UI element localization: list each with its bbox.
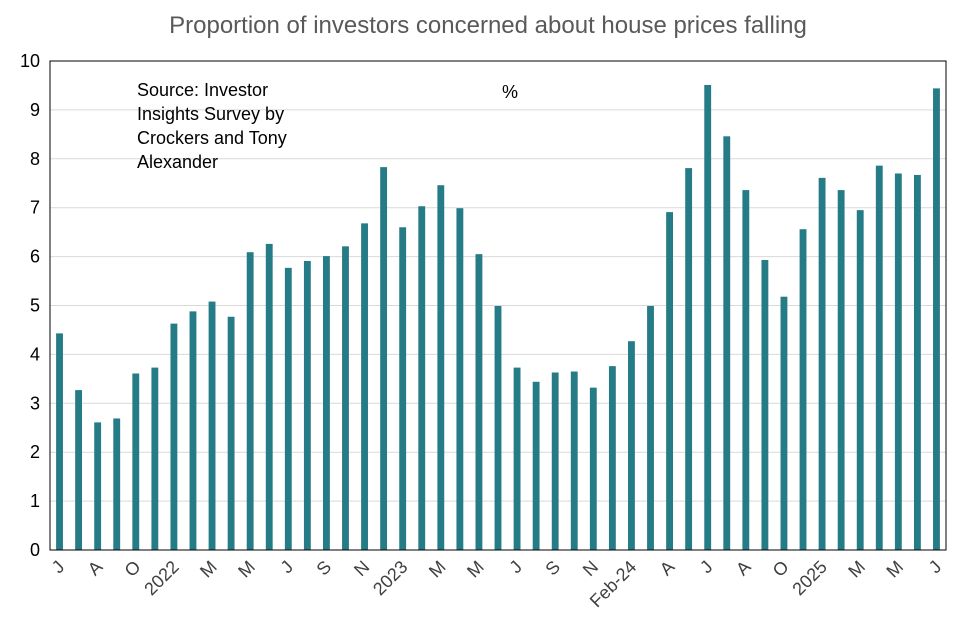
annotation-line: Insights Survey by [137, 104, 284, 124]
bar [322, 256, 330, 550]
bar [227, 316, 235, 550]
bar [170, 323, 178, 550]
x-tick-label: J [696, 557, 717, 578]
bar [475, 254, 483, 550]
x-tick-label: N [350, 557, 373, 580]
bar [704, 84, 712, 550]
x-tick-label: 2022 [140, 557, 182, 599]
bar [418, 206, 426, 550]
bar [913, 174, 921, 550]
y-tick-label: 7 [30, 198, 40, 218]
bar [799, 229, 807, 550]
x-tick-label: O [769, 557, 793, 581]
bar [399, 227, 407, 550]
bar [894, 173, 902, 550]
x-tick-label: A [84, 557, 107, 580]
x-tick-label: J [925, 557, 946, 578]
x-tick-label: M [882, 557, 907, 582]
x-tick-label: M [463, 557, 488, 582]
x-tick-label: J [48, 557, 69, 578]
annotation-line: Alexander [137, 152, 218, 172]
y-tick-label: 0 [30, 540, 40, 560]
bar [608, 366, 616, 550]
x-tick-label: M [425, 557, 450, 582]
bar [589, 387, 597, 550]
bar [303, 261, 311, 550]
y-tick-label: 8 [30, 149, 40, 169]
y-tick-label: 10 [20, 51, 40, 71]
y-tick-label: 2 [30, 442, 40, 462]
x-tick-label: M [844, 557, 869, 582]
annotation-line: Source: Investor [137, 80, 268, 100]
bar [532, 381, 540, 550]
bar [94, 422, 102, 550]
bar [742, 190, 750, 550]
bar [265, 243, 273, 551]
bar [494, 305, 502, 550]
y-tick-label: 3 [30, 393, 40, 413]
bar [380, 167, 388, 550]
y-tick-label: 6 [30, 247, 40, 267]
bar [780, 296, 788, 550]
x-tick-label: A [732, 557, 755, 580]
bar [933, 88, 940, 550]
bar [513, 367, 521, 550]
bar [647, 305, 654, 550]
bar [342, 246, 349, 550]
bar [570, 371, 578, 550]
bar [113, 418, 121, 550]
chart-title: Proportion of investors concerned about … [169, 12, 807, 39]
y-tick-label: 5 [30, 296, 40, 316]
bar [761, 260, 769, 550]
x-tick-label: A [656, 557, 679, 580]
annotation-line: Crockers and Tony [137, 128, 287, 148]
x-tick-label: O [121, 557, 145, 581]
bar [856, 210, 864, 550]
bar [437, 185, 445, 550]
y-tick-label: 1 [30, 491, 40, 511]
bar [666, 212, 674, 550]
x-tick-label: N [579, 557, 602, 580]
bar [837, 190, 845, 550]
x-tick-label: J [505, 557, 526, 578]
x-tick-label: 2023 [369, 557, 411, 599]
source-annotation: Source: Investor Insights Survey by Crocke… [137, 80, 287, 172]
bar [132, 373, 140, 550]
x-tick-label: M [196, 557, 221, 582]
bar [75, 390, 83, 550]
bar [151, 367, 159, 550]
bar [875, 165, 883, 550]
x-tick-label: J [277, 557, 298, 578]
bar [208, 301, 216, 550]
bar [551, 372, 559, 550]
bar [189, 311, 197, 550]
x-tick-label: S [541, 557, 564, 580]
bar [818, 177, 826, 550]
unit-label: % [502, 82, 518, 102]
x-tick-label: 2025 [788, 557, 830, 599]
plot-frame [49, 60, 947, 551]
bar [284, 267, 292, 550]
bar [246, 252, 254, 550]
bars [56, 84, 940, 551]
bar [56, 333, 63, 550]
x-tick-label: S [313, 557, 336, 580]
x-tick-label: M [234, 557, 259, 582]
axes [49, 60, 947, 551]
bar [723, 136, 731, 550]
y-axis-ticks: 0 1 2 3 4 5 6 7 8 9 10 [20, 51, 40, 560]
bar [456, 208, 464, 550]
y-tick-label: 9 [30, 100, 40, 120]
bar [685, 168, 693, 550]
bar [628, 341, 635, 550]
y-tick-label: 4 [30, 344, 40, 364]
bar [361, 223, 368, 550]
